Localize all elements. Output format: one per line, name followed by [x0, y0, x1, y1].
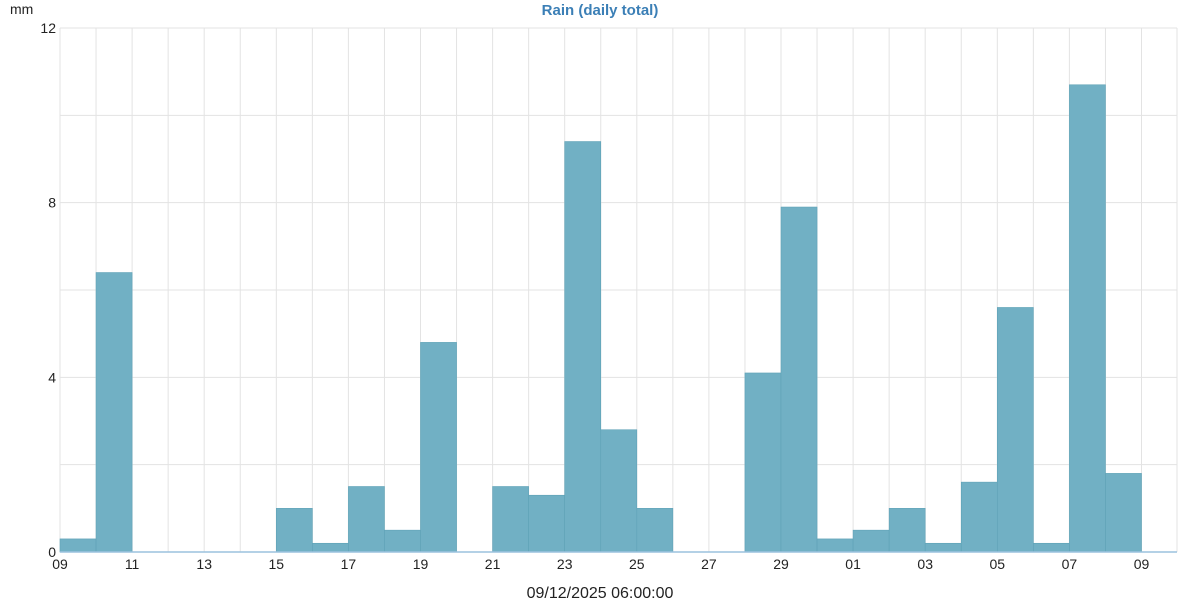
bar-01 [852, 529, 890, 553]
x-tick-label: 19 [413, 556, 429, 572]
x-axis-label: 09/12/2025 06:00:00 [527, 585, 674, 600]
bar-07 [1069, 84, 1106, 553]
x-tick-label: 11 [125, 556, 140, 572]
x-tick-label: 07 [1062, 556, 1078, 572]
bar-05 [996, 307, 1034, 553]
x-tick-label: 09 [1134, 556, 1150, 572]
bar-29 [780, 206, 818, 553]
bar-22 [528, 494, 566, 553]
x-tick-label: 21 [485, 556, 501, 572]
x-tick-label: 27 [701, 556, 717, 572]
bar-09 [59, 538, 97, 553]
bars [59, 84, 1142, 553]
x-tick-label: 23 [557, 556, 573, 572]
bar-04 [960, 481, 998, 553]
x-tick-label: 29 [773, 556, 789, 572]
bar-10 [95, 272, 133, 553]
y-tick-label: 12 [40, 20, 56, 36]
bar-15 [275, 508, 313, 553]
x-tick-label: 09 [52, 556, 68, 572]
x-ticks: 09 11 13 15 17 19 21 23 25 27 29 01 03 05 07 09 [52, 556, 1149, 572]
bar-28 [744, 372, 782, 553]
bar-03 [924, 542, 962, 553]
bar-21 [492, 486, 529, 553]
bar-08 [1105, 473, 1142, 553]
x-tick-label: 17 [341, 556, 357, 572]
y-tick-label: 4 [48, 369, 56, 385]
x-tick-label: 05 [990, 556, 1006, 572]
bar-30 [816, 538, 854, 553]
chart-title: Rain (daily total) [542, 2, 659, 19]
bar-23 [564, 141, 602, 553]
x-tick-label: 01 [845, 556, 861, 572]
y-ticks: 0 4 8 12 [40, 20, 56, 560]
x-tick-label: 03 [917, 556, 933, 572]
x-tick-label: 15 [269, 556, 285, 572]
bar-19 [420, 342, 457, 553]
y-tick-label: 8 [48, 195, 56, 211]
bar-02 [888, 508, 926, 553]
bar-25 [636, 508, 674, 553]
y-unit-label: mm [10, 1, 33, 17]
y-tick-label: 0 [48, 544, 56, 560]
bar-24 [600, 429, 638, 553]
bar-17 [348, 486, 385, 553]
bar-16 [312, 542, 349, 553]
bar-06 [1033, 542, 1070, 553]
x-tick-label: 13 [196, 556, 212, 572]
x-tick-label: 25 [629, 556, 645, 572]
bar-18 [384, 529, 421, 553]
